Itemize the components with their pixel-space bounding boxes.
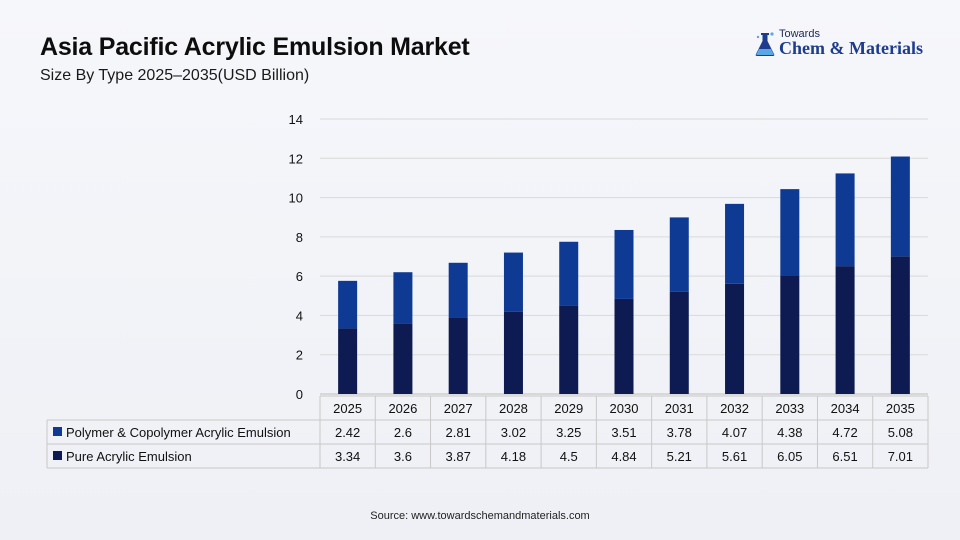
data-table-value: 2.6	[394, 425, 412, 440]
data-table-value: 6.05	[777, 449, 802, 464]
x-tick-label: 2035	[886, 401, 915, 416]
bar-pure-acrylic-emulsion	[559, 305, 579, 394]
x-tick-label: 2031	[665, 401, 694, 416]
x-tick-label: 2025	[333, 401, 362, 416]
source-note: Source: www.towardschemandmaterials.com	[370, 510, 590, 522]
x-tick-label: 2026	[388, 401, 417, 416]
data-table-value: 5.61	[722, 449, 747, 464]
bar-pure-acrylic-emulsion	[890, 256, 910, 394]
legend-label: Polymer & Copolymer Acrylic Emulsion	[66, 425, 291, 440]
data-table-value: 3.6	[394, 449, 412, 464]
bar-polymer-copolymer-acrylic-emulsion	[559, 241, 579, 306]
brand-logo: Towards Chem & Materials	[752, 28, 932, 60]
flask-icon	[755, 32, 775, 56]
x-tick-label: 2032	[720, 401, 749, 416]
y-tick-label: 0	[296, 387, 303, 402]
y-tick-label: 4	[296, 308, 303, 323]
bar-pure-acrylic-emulsion	[835, 266, 855, 394]
x-tick-label: 2033	[775, 401, 804, 416]
bar-polymer-copolymer-acrylic-emulsion	[448, 262, 468, 318]
y-tick-label: 14	[289, 112, 303, 127]
chart-subtitle: Size By Type 2025–2035(USD Billion)	[40, 67, 310, 84]
legend-label: Pure Acrylic Emulsion	[66, 449, 192, 464]
bar-pure-acrylic-emulsion	[780, 275, 800, 394]
data-table-value: 3.02	[501, 425, 526, 440]
bar-pure-acrylic-emulsion	[338, 328, 358, 394]
logo-text-top: Towards	[779, 28, 820, 40]
y-tick-label: 8	[296, 230, 303, 245]
bar-polymer-copolymer-acrylic-emulsion	[503, 252, 523, 312]
data-table-value: 4.84	[611, 449, 636, 464]
y-tick-label: 12	[289, 151, 303, 166]
data-table-value: 7.01	[888, 449, 913, 464]
x-tick-label: 2034	[831, 401, 860, 416]
data-table-value: 3.51	[611, 425, 636, 440]
legend-swatch	[53, 427, 62, 436]
bar-pure-acrylic-emulsion	[614, 298, 634, 394]
data-table-value: 5.21	[667, 449, 692, 464]
data-table-value: 5.08	[888, 425, 913, 440]
y-tick-label: 6	[296, 269, 303, 284]
legend-swatch	[53, 451, 62, 460]
bar-polymer-copolymer-acrylic-emulsion	[669, 217, 689, 292]
data-table-value: 4.18	[501, 449, 526, 464]
data-table-value: 6.51	[832, 449, 857, 464]
bar-polymer-copolymer-acrylic-emulsion	[835, 173, 855, 267]
data-table-value: 3.87	[446, 449, 471, 464]
bar-polymer-copolymer-acrylic-emulsion	[614, 229, 634, 299]
logo-text-main: Chem & Materials	[779, 38, 923, 58]
chart-title: Asia Pacific Acrylic Emulsion Market	[40, 33, 470, 61]
bar-pure-acrylic-emulsion	[393, 323, 413, 394]
data-table-value: 2.81	[446, 425, 471, 440]
data-table-value: 4.72	[832, 425, 857, 440]
stacked-bar-chart: 0 2 4 6 8 10 12 14 2025 2026 2027 2028 2029 2030 2031 2…	[46, 112, 929, 469]
data-table-value: 3.78	[667, 425, 692, 440]
bar-polymer-copolymer-acrylic-emulsion	[338, 280, 358, 329]
data-table-value: 3.25	[556, 425, 581, 440]
bar-polymer-copolymer-acrylic-emulsion	[780, 189, 800, 276]
data-table-value: 4.07	[722, 425, 747, 440]
bar-polymer-copolymer-acrylic-emulsion	[725, 203, 745, 284]
data-table-value: 4.38	[777, 425, 802, 440]
bar-pure-acrylic-emulsion	[503, 311, 523, 394]
data-table-value: 4.5	[560, 449, 578, 464]
data-table-value: 2.42	[335, 425, 360, 440]
bar-pure-acrylic-emulsion	[448, 317, 468, 394]
x-tick-label: 2030	[610, 401, 639, 416]
data-table-value: 3.34	[335, 449, 360, 464]
y-tick-label: 2	[296, 348, 303, 363]
y-tick-label: 10	[289, 191, 303, 206]
bar-pure-acrylic-emulsion	[669, 291, 689, 394]
bar-pure-acrylic-emulsion	[725, 283, 745, 394]
bar-polymer-copolymer-acrylic-emulsion	[393, 272, 413, 324]
x-tick-label: 2028	[499, 401, 528, 416]
bar-polymer-copolymer-acrylic-emulsion	[890, 156, 910, 257]
x-tick-label: 2027	[444, 401, 473, 416]
x-tick-label: 2029	[554, 401, 583, 416]
